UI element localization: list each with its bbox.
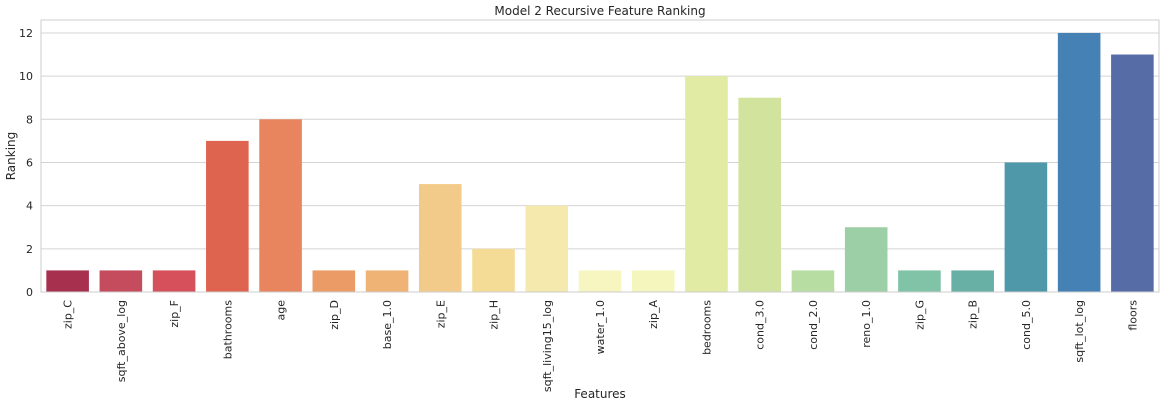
x-tick-label: cond_2.0: [807, 300, 820, 350]
bar-bedrooms: [685, 76, 728, 292]
x-tick-label: zip_F: [168, 300, 181, 328]
x-tick-label: zip_H: [488, 300, 501, 330]
y-tick-label: 12: [19, 27, 33, 40]
bar-sqft_lot_log: [1057, 32, 1101, 292]
y-tick-label: 2: [26, 243, 33, 256]
x-tick-label: age: [275, 300, 288, 321]
bar-zip_A: [631, 270, 675, 292]
x-tick-label: zip_E: [434, 300, 447, 328]
y-tick-label: 10: [19, 70, 33, 83]
bar-base_1.0: [365, 270, 409, 292]
x-tick-label: zip_B: [967, 300, 980, 329]
bars: [46, 32, 1154, 292]
y-tick-label: 4: [26, 200, 33, 213]
y-tick-label: 0: [26, 286, 33, 299]
bar-zip_F: [152, 270, 196, 292]
bar-zip_B: [951, 270, 994, 292]
x-tick-label: cond_5.0: [1020, 300, 1033, 350]
x-tick-label: zip_A: [647, 300, 660, 329]
x-tick-label: zip_D: [328, 300, 341, 330]
chart-title: Model 2 Recursive Feature Ranking: [494, 4, 705, 18]
bar-sqft_living15_log: [525, 205, 569, 292]
bar-cond_5.0: [1004, 162, 1048, 292]
bar-sqft_above_log: [99, 270, 143, 292]
bar-zip_C: [46, 270, 89, 292]
x-tick-label: cond_3.0: [754, 300, 767, 350]
y-tick-label: 6: [26, 156, 33, 169]
bar-water_1.0: [578, 270, 622, 292]
bar-cond_2.0: [791, 270, 835, 292]
x-tick-label: bedrooms: [700, 300, 713, 355]
x-tick-label: water_1.0: [594, 300, 607, 354]
x-tick-label: base_1.0: [381, 300, 394, 349]
x-tick-label: bathrooms: [221, 300, 234, 359]
x-axis-title: Features: [574, 387, 626, 401]
bar-age: [259, 119, 302, 292]
x-tick-label: sqft_above_log: [115, 300, 128, 382]
y-tick-label: 8: [26, 113, 33, 126]
bar-bathrooms: [206, 140, 249, 292]
y-tick-labels: 0 2 4 6 8 10 12: [19, 27, 33, 299]
y-axis-title: Ranking: [4, 132, 18, 181]
bar-zip_E: [418, 184, 462, 292]
x-tick-label: zip_G: [913, 300, 926, 330]
bar-floors: [1111, 54, 1154, 292]
x-tick-label: reno_1.0: [860, 300, 873, 348]
bar-cond_3.0: [738, 97, 782, 292]
bar-zip_G: [898, 270, 941, 292]
x-tick-label: floors: [1126, 300, 1139, 331]
bar-zip_D: [312, 270, 356, 292]
bar-zip_H: [472, 248, 515, 292]
plot-frame: [40, 19, 1160, 293]
x-tick-label: sqft_living15_log: [541, 300, 554, 392]
x-tick-labels: zip_C sqft_above_log zip_F bathrooms age zip_…: [62, 300, 1140, 393]
bar-reno_1.0: [844, 227, 888, 292]
x-tick-label: zip_C: [62, 300, 75, 329]
x-tick-label: sqft_lot_log: [1073, 300, 1086, 363]
